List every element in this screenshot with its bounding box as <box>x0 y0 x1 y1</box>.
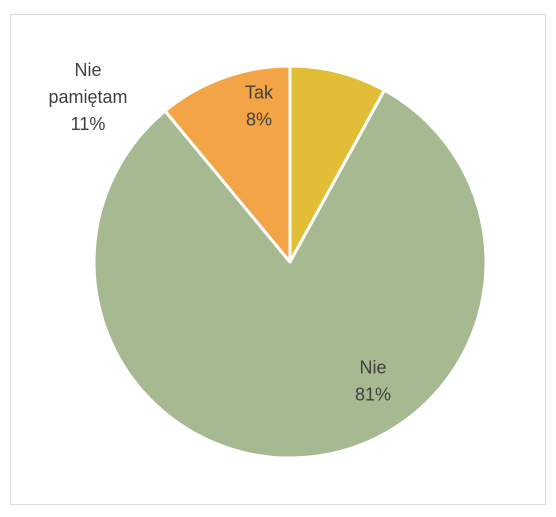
data-label-tak: Tak 8% <box>245 83 274 130</box>
data-label-value: 11% <box>71 114 106 134</box>
pie-slice-tak <box>288 64 386 264</box>
data-label-value: 8% <box>246 110 272 130</box>
data-label-category: pamiętam <box>48 87 127 107</box>
pie-slice-nie-pamiętam <box>163 64 292 264</box>
data-label-nie: Nie 81% <box>355 358 391 405</box>
data-label-nie-pamiętam: Nie pamiętam 11% <box>48 60 127 134</box>
data-label-value: 81% <box>355 385 391 405</box>
pie-slices <box>92 64 488 460</box>
data-label-category: Tak <box>245 83 274 103</box>
pie-slice-nie <box>92 88 488 460</box>
data-label-category: Nie <box>359 358 386 378</box>
data-label-category: Nie <box>74 60 101 80</box>
pie-labels: Tak 8% Nie 81% Nie pamiętam 11% <box>48 60 391 405</box>
